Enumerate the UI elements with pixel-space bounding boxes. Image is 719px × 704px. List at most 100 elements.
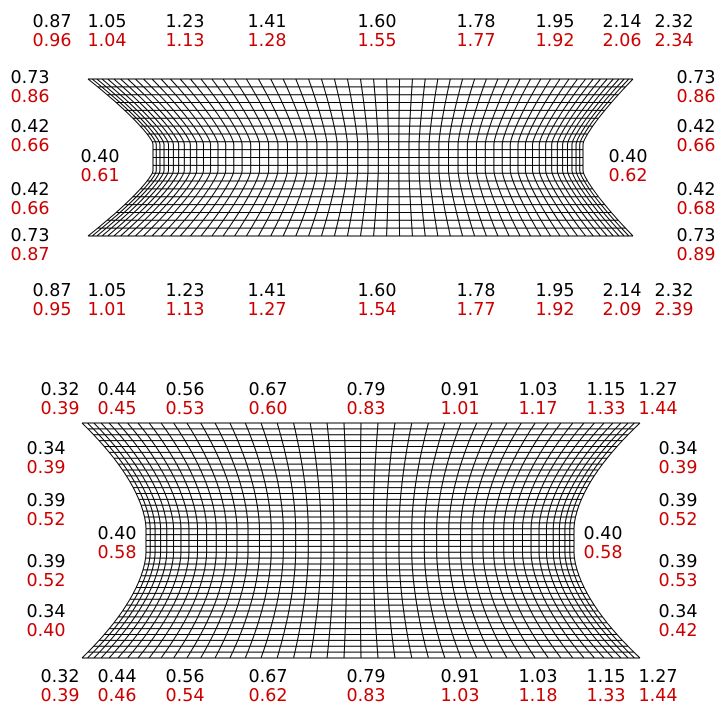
mesh-column-line <box>482 422 522 659</box>
right-label-black: 0.39 <box>659 552 698 572</box>
mesh-column-line <box>245 78 279 237</box>
right-label-black: 0.42 <box>677 117 716 137</box>
left-label-red: 0.87 <box>11 245 50 265</box>
mesh-column-line <box>372 422 379 659</box>
left-label-black: 0.39 <box>27 491 66 511</box>
mesh-column-line <box>87 422 151 659</box>
bottom-label-red: 1.33 <box>587 686 626 704</box>
top-label-black: 1.05 <box>88 12 127 32</box>
mesh-column-line <box>343 422 348 659</box>
bottom-label-black: 0.79 <box>347 667 386 687</box>
bottom-label-red: 1.54 <box>358 300 397 320</box>
bottom-label-black: 0.87 <box>33 281 72 301</box>
mesh-column-line <box>582 78 634 237</box>
mesh-column-line <box>308 78 328 237</box>
inner-left-label-black: 0.40 <box>81 147 120 167</box>
inner-left-label-black: 0.40 <box>98 524 137 544</box>
mesh-column-line <box>503 422 549 659</box>
top-label-black: 0.56 <box>166 380 205 400</box>
mesh-column-line <box>423 422 446 659</box>
mesh-column-line <box>229 422 260 659</box>
bottom-label-black: 0.44 <box>98 667 137 687</box>
right-label-black: 0.73 <box>677 226 716 246</box>
mesh-column-line <box>295 78 318 237</box>
bottom-label-red: 1.03 <box>441 686 480 704</box>
mesh-column-line <box>571 78 620 237</box>
mesh-column-line <box>438 78 451 237</box>
mesh-panel-bottom: 0.320.390.320.390.440.450.440.460.560.53… <box>27 380 698 704</box>
mesh-column-line <box>398 78 401 237</box>
bottom-label-red: 1.27 <box>248 300 287 320</box>
mesh-column-line <box>564 422 629 659</box>
left-label-black: 0.34 <box>27 602 66 622</box>
mesh-column-line <box>170 78 219 237</box>
mesh-column-line <box>538 78 578 237</box>
right-label-red: 0.86 <box>677 87 716 107</box>
mesh-column-line <box>436 422 462 659</box>
bottom-label-black: 1.27 <box>639 667 678 687</box>
bottom-label-black: 0.67 <box>249 667 288 687</box>
right-label-black: 0.73 <box>677 68 716 88</box>
mesh-column-line <box>501 78 532 237</box>
right-label-red: 0.53 <box>659 571 698 591</box>
mesh-column-line <box>448 78 464 237</box>
mesh-column-line <box>143 78 198 237</box>
top-label-red: 0.96 <box>33 31 72 51</box>
right-label-black: 0.34 <box>659 602 698 622</box>
top-label-red: 1.28 <box>248 31 287 51</box>
mesh-column-line <box>108 422 168 659</box>
mesh-column-line <box>386 78 390 237</box>
left-label-black: 0.42 <box>11 180 50 200</box>
mesh-column-line <box>200 78 243 237</box>
right-label-red: 0.68 <box>677 199 716 219</box>
mesh-column-line <box>517 78 552 237</box>
mesh-column-line <box>512 422 562 659</box>
mesh-column-line <box>81 422 147 659</box>
mesh-column-line <box>460 422 493 659</box>
top-label-red: 1.92 <box>536 31 575 51</box>
mesh-column-line <box>270 78 298 237</box>
mesh-column-line <box>360 78 369 237</box>
bottom-label-black: 1.95 <box>536 281 575 301</box>
mesh-column-line <box>91 78 157 237</box>
mesh-column-line <box>532 78 570 237</box>
mesh-column-line <box>333 78 348 237</box>
mesh-column-line <box>556 78 601 237</box>
bottom-label-red: 0.62 <box>249 686 288 704</box>
bottom-label-red: 2.39 <box>655 300 694 320</box>
mesh-column-line <box>173 422 217 659</box>
inner-right-label-red: 0.62 <box>609 166 648 186</box>
bottom-label-black: 1.60 <box>358 281 397 301</box>
top-label-black: 1.27 <box>639 380 678 400</box>
top-label-black: 0.79 <box>347 380 386 400</box>
mesh-column-line <box>346 78 359 237</box>
mesh-column-line <box>117 422 175 659</box>
top-label-red: 0.83 <box>347 399 386 419</box>
mesh-column-line <box>276 422 297 659</box>
right-label-red: 0.66 <box>677 136 716 156</box>
mesh-column-line <box>151 78 204 237</box>
top-label-red: 1.17 <box>519 399 558 419</box>
mesh-column-line <box>214 422 249 659</box>
top-label-red: 0.53 <box>166 399 205 419</box>
mesh-column-line <box>244 422 272 659</box>
bottom-label-black: 1.23 <box>166 281 205 301</box>
mesh-column-line <box>484 78 510 237</box>
top-label-black: 1.95 <box>536 12 575 32</box>
top-label-black: 1.78 <box>457 12 496 32</box>
bottom-label-red: 0.39 <box>41 686 80 704</box>
mesh-column-line <box>538 422 595 659</box>
left-label-red: 0.66 <box>11 136 50 156</box>
mesh-column-line <box>521 422 574 659</box>
mesh-column-line <box>211 78 252 237</box>
bottom-label-red: 1.77 <box>457 300 496 320</box>
mesh-column-line <box>160 78 212 237</box>
mesh-column-line <box>411 422 429 659</box>
right-label-black: 0.39 <box>659 491 698 511</box>
mesh-column-line <box>566 78 614 237</box>
left-label-red: 0.52 <box>27 571 66 591</box>
bottom-label-black: 1.78 <box>457 281 496 301</box>
top-label-black: 0.91 <box>441 380 480 400</box>
left-label-black: 0.34 <box>27 439 66 459</box>
bottom-label-black: 1.05 <box>88 281 127 301</box>
